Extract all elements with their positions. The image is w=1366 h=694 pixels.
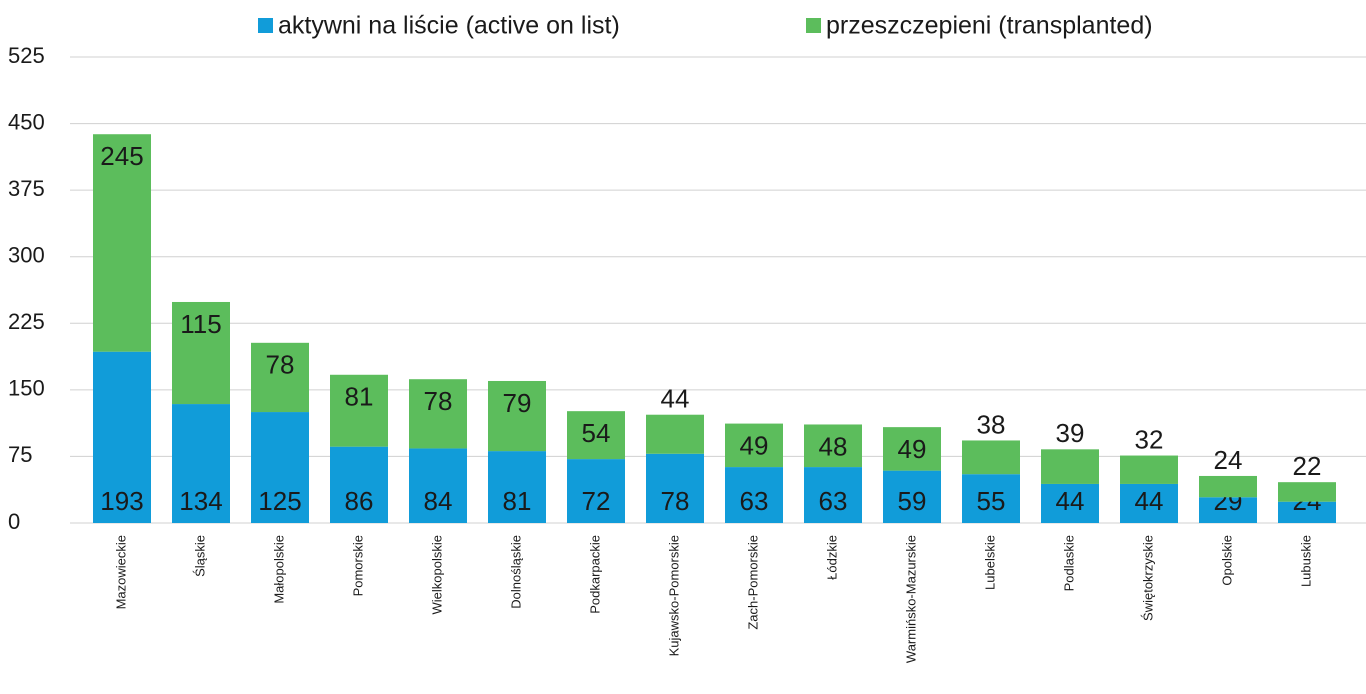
bar-segment <box>804 424 862 468</box>
bar-segment <box>1041 449 1099 484</box>
bar-segment <box>172 301 230 405</box>
x-tick-label: Mazowieckie <box>113 535 128 609</box>
bar-segment <box>1278 501 1336 523</box>
data-label: 32 <box>1135 424 1164 454</box>
bar-segment <box>962 474 1020 523</box>
y-tick-label: 450 <box>8 109 45 134</box>
x-tick-label: Dolnośląskie <box>508 535 523 609</box>
data-label: 22 <box>1293 451 1322 481</box>
bar-segment <box>725 423 783 468</box>
bar-segment <box>1120 455 1178 484</box>
bar-segment <box>488 380 546 452</box>
bar-segment <box>93 351 151 523</box>
data-label: 24 <box>1214 445 1243 475</box>
bar-segment <box>804 467 862 523</box>
y-tick-label: 225 <box>8 309 45 334</box>
data-label: 81 <box>503 486 532 516</box>
bar-segment <box>1278 482 1336 502</box>
data-label: 63 <box>740 486 769 516</box>
data-label: 78 <box>424 386 453 416</box>
bar-segment <box>1120 483 1178 523</box>
data-label: 44 <box>1135 486 1164 516</box>
legend-label: przeszczepieni (transplanted) <box>826 12 1153 40</box>
data-label: 49 <box>898 434 927 464</box>
bar-segment <box>409 379 467 449</box>
bar-segment <box>251 412 309 523</box>
x-tick-label: Wielkopolskie <box>429 535 444 614</box>
x-tick-label: Lubelskie <box>982 535 997 590</box>
x-tick-label: Lubuskie <box>1298 535 1313 587</box>
bar-segment <box>330 374 388 447</box>
bar-segment <box>409 448 467 523</box>
data-label: 39 <box>1056 418 1085 448</box>
data-label: 78 <box>266 350 295 380</box>
x-tick-label: Zach-Pomorskie <box>745 535 760 630</box>
y-tick-label: 300 <box>8 243 45 268</box>
y-tick-label: 150 <box>8 376 45 401</box>
data-label: 193 <box>100 486 143 516</box>
data-label: 55 <box>977 486 1006 516</box>
bar-segment <box>1199 475 1257 498</box>
x-tick-label: Warmińsko-Mazurskie <box>903 535 918 663</box>
y-tick-label: 525 <box>8 43 45 68</box>
data-label: 59 <box>898 486 927 516</box>
legend-swatch <box>806 18 821 33</box>
data-label: 78 <box>661 486 690 516</box>
legend-label: aktywni na liście (active on list) <box>278 12 620 40</box>
x-tick-label: Opolskie <box>1219 535 1234 586</box>
x-tick-label: Pomorskie <box>350 535 365 596</box>
bar-segment <box>567 411 625 460</box>
data-label: 86 <box>345 486 374 516</box>
x-tick-label: Świętokrzyskie <box>1140 535 1155 621</box>
data-label: 48 <box>819 431 848 461</box>
data-label: 245 <box>100 141 143 171</box>
x-tick-label: Małopolskie <box>271 535 286 604</box>
data-label: 49 <box>740 430 769 460</box>
data-label: 134 <box>179 486 222 516</box>
bar-segment <box>251 342 309 413</box>
data-label: 44 <box>661 384 690 414</box>
x-tick-label: Podlaskie <box>1061 535 1076 591</box>
bar-segment <box>962 440 1020 475</box>
x-tick-label: Podkarpackie <box>587 535 602 614</box>
data-label: 63 <box>819 486 848 516</box>
bar-segment <box>883 427 941 471</box>
x-tick-label: Łódzkie <box>824 535 839 580</box>
bar-segment <box>1041 483 1099 523</box>
bar-segment <box>1199 497 1257 523</box>
data-label: 72 <box>582 486 611 516</box>
data-label: 84 <box>424 486 453 516</box>
y-tick-label: 75 <box>8 442 32 467</box>
x-tick-label: Śląskie <box>192 535 207 577</box>
bar-segment <box>93 134 151 352</box>
data-label: 79 <box>503 388 532 418</box>
bar-segment <box>725 467 783 523</box>
bar-segment <box>646 453 704 523</box>
data-label: 115 <box>180 309 221 339</box>
data-label: 54 <box>582 418 611 448</box>
x-tick-label: Kujawsko-Pomorskie <box>666 535 681 656</box>
bar-segment <box>567 459 625 523</box>
y-tick-label: 375 <box>8 176 45 201</box>
bar-segment <box>883 470 941 523</box>
legend-swatch <box>258 18 273 33</box>
bar-segment <box>172 404 230 523</box>
data-label: 38 <box>977 409 1006 439</box>
data-label: 125 <box>258 486 301 516</box>
bar-segment <box>646 414 704 454</box>
bar-segment <box>488 451 546 523</box>
y-tick-label: 0 <box>8 509 20 534</box>
data-label: 81 <box>345 382 374 412</box>
bar-segment <box>330 446 388 523</box>
data-label: 44 <box>1056 486 1085 516</box>
